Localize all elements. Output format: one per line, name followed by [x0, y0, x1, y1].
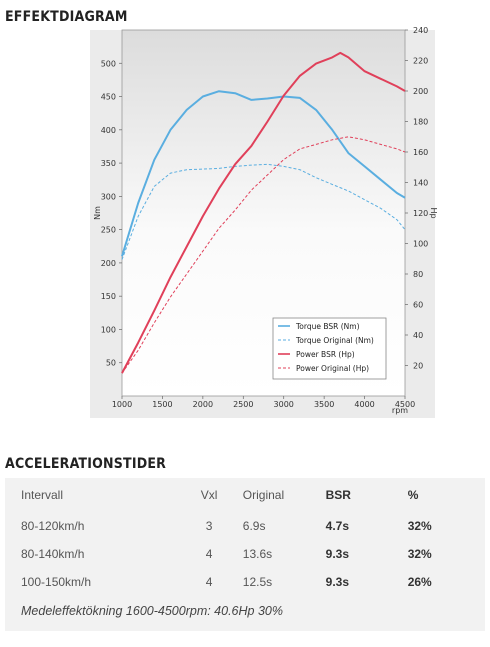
left-tick-label: 150	[101, 292, 116, 301]
accel-table: Intervall Vxl Original BSR % 80-120km/h …	[5, 478, 485, 596]
cell-bsr: 4.7s	[325, 519, 349, 533]
right-tick-label: 240	[413, 26, 428, 35]
x-tick-label: 4500	[395, 400, 415, 409]
torque-original-line	[121, 163, 406, 260]
table-row: 80-140km/h 4 13.6s 9.3s 32%	[5, 540, 485, 568]
cell-percent: 26%	[407, 575, 432, 589]
power-original-line	[121, 136, 406, 374]
cell-percent: 32%	[407, 519, 432, 533]
left-tick-label: 300	[101, 192, 116, 201]
left-tick-label: 250	[101, 226, 116, 235]
x-tick-label: 1500	[152, 400, 172, 409]
left-tick-label: 450	[101, 93, 116, 102]
header-original: Original	[242, 488, 285, 502]
right-tick-label: 140	[413, 179, 428, 188]
table-header-row: Intervall Vxl Original BSR %	[5, 478, 485, 512]
right-tick-label: 180	[413, 118, 428, 127]
cell-interval: 80-140km/h	[21, 547, 85, 561]
cell-percent: 32%	[407, 547, 432, 561]
right-tick-label: 80	[413, 270, 423, 279]
cell-interval: 100-150km/h	[21, 575, 92, 589]
header-percent: %	[407, 488, 419, 502]
cell-gear: 4	[205, 575, 213, 589]
left-tick-label: 100	[101, 325, 116, 334]
legend-label: Power BSR (Hp)	[296, 350, 355, 359]
table-row: 80-120km/h 3 6.9s 4.7s 32%	[5, 512, 485, 540]
x-tick-label: 2000	[193, 400, 213, 409]
x-tick-label: 2500	[233, 400, 253, 409]
power-bsr-line	[121, 51, 406, 374]
left-tick-label: 350	[101, 159, 116, 168]
right-tick-label: 60	[413, 301, 423, 310]
right-tick-label: 120	[413, 209, 428, 218]
right-tick-label: 100	[413, 240, 428, 249]
cell-interval: 80-120km/h	[21, 519, 85, 533]
cell-original: 12.5s	[242, 575, 273, 589]
x-tick-label: 1000	[112, 400, 132, 409]
y-axis-label-left: Nm	[93, 206, 102, 220]
x-tick-label: 4000	[354, 400, 374, 409]
dyno-chart: 50 100 150 200 250 300 350 400 450 500 20 40 60 80 10…	[93, 26, 438, 415]
cell-gear: 4	[205, 547, 213, 561]
left-tick-label: 200	[101, 259, 116, 268]
left-tick-label: 400	[101, 126, 116, 135]
y-axis-label-right: Hp	[429, 207, 438, 218]
cell-gear: 3	[205, 519, 213, 533]
cell-bsr: 9.3s	[325, 547, 349, 561]
accel-table-box: Intervall Vxl Original BSR % 80-120km/h …	[5, 478, 485, 631]
right-tick-label: 20	[413, 362, 423, 371]
right-tick-label: 40	[413, 331, 423, 340]
legend-label: Torque Original (Nm)	[295, 336, 374, 345]
x-axis-label: rpm	[392, 406, 408, 415]
left-tick-label: 500	[101, 59, 116, 68]
header-bsr: BSR	[325, 488, 351, 502]
header-vxl: Vxl	[200, 488, 218, 502]
x-tick-label: 3500	[314, 400, 334, 409]
legend-label: Power Original (Hp)	[296, 364, 369, 373]
right-tick-label: 160	[413, 148, 428, 157]
legend-label: Torque BSR (Nm)	[295, 322, 360, 331]
accel-section-title: ACCELERATIONSTIDER	[5, 456, 167, 472]
right-tick-label: 200	[413, 87, 428, 96]
average-gain-note: Medeleffektökning 1600-4500rpm: 40.6Hp 3…	[21, 604, 283, 618]
header-intervall: Intervall	[21, 488, 64, 502]
chart-legend: Torque BSR (Nm) Torque Original (Nm) Power…	[272, 317, 387, 380]
cell-bsr: 9.3s	[325, 575, 349, 589]
torque-bsr-line	[121, 90, 406, 257]
x-tick-label: 3000	[274, 400, 294, 409]
chart-section-title: EFFEKTDIAGRAM	[5, 9, 128, 25]
cell-original: 13.6s	[242, 547, 273, 561]
cell-original: 6.9s	[242, 519, 266, 533]
left-tick-label: 50	[106, 359, 116, 368]
table-row: 100-150km/h 4 12.5s 9.3s 26%	[5, 568, 485, 596]
right-tick-label: 220	[413, 57, 428, 66]
